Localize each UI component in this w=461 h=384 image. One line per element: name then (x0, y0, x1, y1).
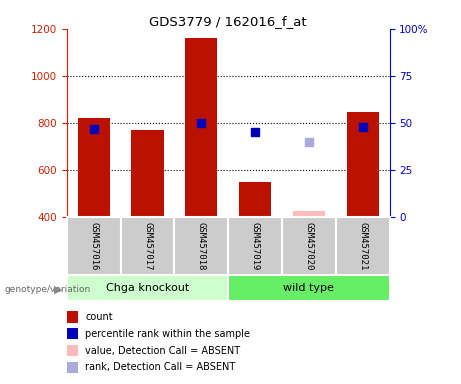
Text: value, Detection Call = ABSENT: value, Detection Call = ABSENT (85, 346, 240, 356)
Bar (67, 275, 228, 301)
Text: ▶: ▶ (54, 285, 62, 295)
Bar (347, 112, 379, 217)
Bar (282, 217, 336, 275)
Title: GDS3779 / 162016_f_at: GDS3779 / 162016_f_at (149, 15, 307, 28)
Text: genotype/variation: genotype/variation (5, 285, 91, 295)
Bar (228, 217, 282, 275)
Point (305, 139, 313, 145)
Bar (336, 217, 390, 275)
Point (198, 120, 205, 126)
Bar (77, 118, 110, 217)
Text: rank, Detection Call = ABSENT: rank, Detection Call = ABSENT (85, 362, 236, 372)
Text: GSM457020: GSM457020 (304, 222, 313, 270)
Text: GSM457016: GSM457016 (89, 222, 98, 270)
Bar (228, 275, 390, 301)
Bar (185, 38, 218, 217)
Text: wild type: wild type (284, 283, 334, 293)
Point (90, 126, 97, 132)
Bar (293, 211, 325, 217)
Text: GSM457019: GSM457019 (251, 222, 260, 270)
Text: GSM457017: GSM457017 (143, 222, 152, 270)
Text: GSM457018: GSM457018 (197, 222, 206, 270)
Bar (239, 182, 271, 217)
Bar (174, 217, 228, 275)
Bar (121, 217, 174, 275)
Bar (67, 217, 121, 275)
Point (359, 124, 366, 130)
Point (251, 129, 259, 136)
Bar (131, 130, 164, 217)
Text: percentile rank within the sample: percentile rank within the sample (85, 329, 250, 339)
Text: Chga knockout: Chga knockout (106, 283, 189, 293)
Text: GSM457021: GSM457021 (358, 222, 367, 270)
Text: count: count (85, 312, 113, 322)
